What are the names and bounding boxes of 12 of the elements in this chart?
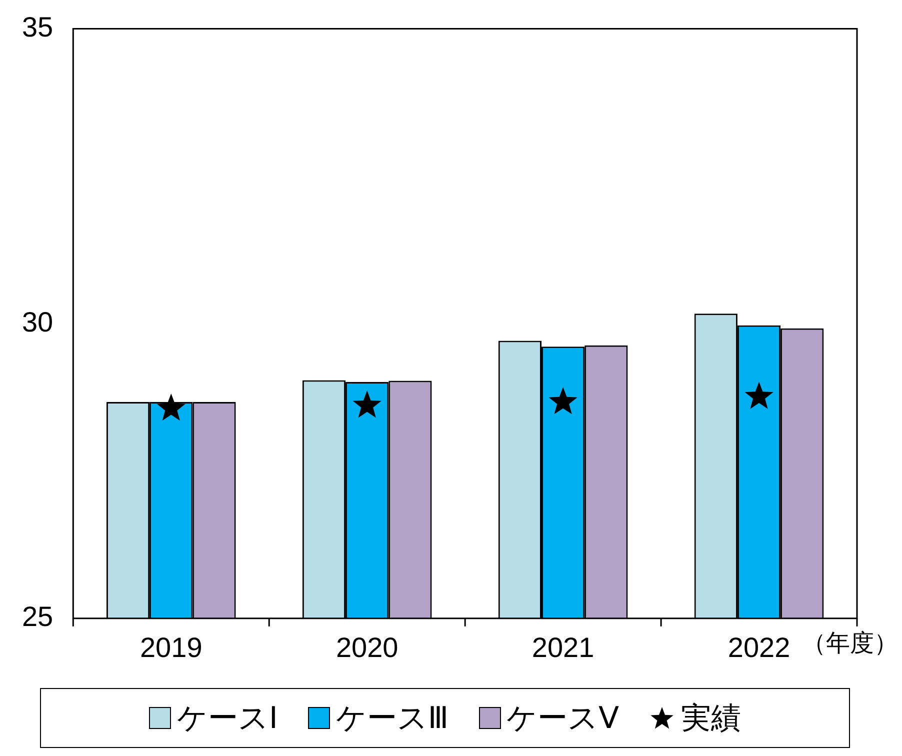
y-tick-label: 35 (22, 12, 54, 43)
x-tick-label: 2020 (336, 632, 398, 663)
x-tick-label: 2021 (532, 632, 594, 663)
legend-label: ケースⅤ (506, 700, 620, 736)
x-tick-label: 2022 (728, 632, 790, 663)
x-tick-label: 2019 (140, 632, 202, 663)
legend-label: ケースⅢ (336, 700, 448, 736)
legend-label: 実績 (681, 700, 742, 736)
y-tick-label: 30 (22, 306, 54, 338)
text: （年度） (802, 630, 898, 658)
y-tick-label: 25 (22, 601, 54, 632)
legend-label: ケースⅠ (176, 700, 278, 736)
